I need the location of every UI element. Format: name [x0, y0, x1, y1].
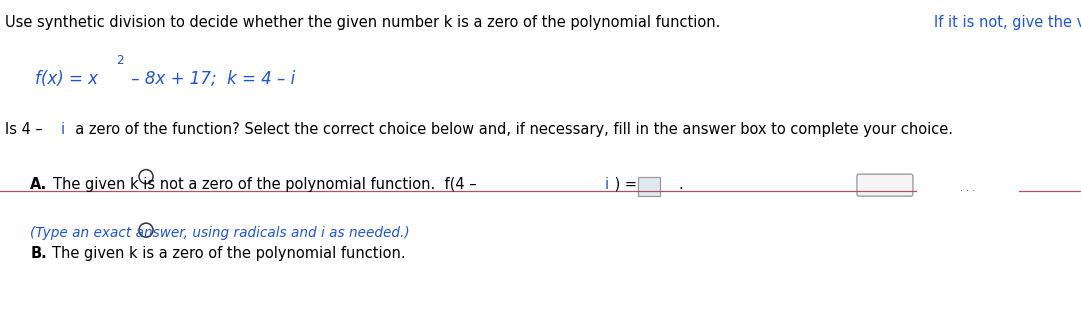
FancyBboxPatch shape: [857, 174, 913, 196]
Text: a zero of the function? Select the correct choice below and, if necessary, fill : a zero of the function? Select the corre…: [66, 122, 952, 137]
Text: The given k is a zero of the polynomial function.: The given k is a zero of the polynomial …: [52, 246, 405, 261]
Text: · · ·: · · ·: [960, 186, 975, 196]
Text: i: i: [61, 122, 65, 137]
Text: f(x) = x: f(x) = x: [35, 70, 97, 88]
Text: ) =: ) =: [611, 177, 638, 192]
Text: .: .: [678, 177, 683, 192]
Text: B.: B.: [30, 246, 46, 261]
Text: The given k is not a zero of the polynomial function.  f(4 –: The given k is not a zero of the polynom…: [53, 177, 481, 192]
Text: Use synthetic division to decide whether the given number k is a zero of the pol: Use synthetic division to decide whether…: [5, 15, 725, 30]
Text: (Type an exact answer, using radicals and i as needed.): (Type an exact answer, using radicals an…: [30, 226, 410, 240]
Text: A.: A.: [30, 177, 48, 192]
Text: 2: 2: [116, 54, 123, 67]
Text: i: i: [605, 177, 610, 192]
Text: Is 4 –: Is 4 –: [5, 122, 48, 137]
FancyBboxPatch shape: [638, 177, 659, 196]
Text: – 8x + 17;  k = 4 – i: – 8x + 17; k = 4 – i: [125, 70, 295, 88]
Text: If it is not, give the value of f(k).: If it is not, give the value of f(k).: [934, 15, 1081, 30]
Text: 2: 2: [116, 54, 123, 67]
